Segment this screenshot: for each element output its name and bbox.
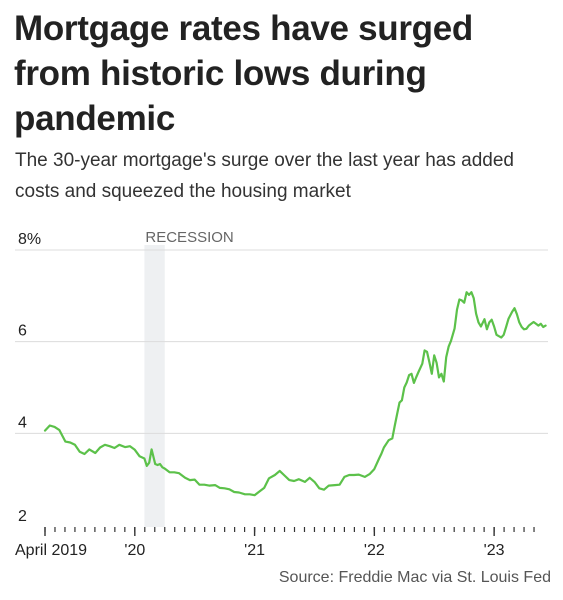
y-tick-label: 8% bbox=[18, 231, 41, 248]
x-tick-label: '20 bbox=[124, 542, 145, 559]
x-tick-label: '21 bbox=[244, 542, 265, 559]
x-tick-label: '22 bbox=[364, 542, 385, 559]
recession-band bbox=[144, 245, 165, 527]
recession-label: RECESSION bbox=[145, 229, 233, 246]
x-tick-layer bbox=[44, 527, 535, 536]
y-tick-label: 6 bbox=[18, 323, 27, 340]
y-tick-label: 2 bbox=[18, 508, 27, 525]
x-tick-label-layer: April 2019 '20 '21 '22 '23 bbox=[15, 542, 505, 559]
rate-series-line bbox=[43, 291, 547, 497]
recession-band-layer: RECESSION bbox=[144, 229, 234, 527]
y-tick-label-layer: 2 4 6 8% bbox=[18, 231, 41, 525]
source-note: Source: Freddie Mac via St. Louis Fed bbox=[278, 569, 551, 586]
gridline-layer bbox=[15, 249, 548, 434]
x-tick-label: '23 bbox=[484, 542, 505, 559]
y-tick-label: 4 bbox=[18, 414, 27, 431]
series-layer bbox=[43, 291, 547, 497]
chart-subtitle: The 30-year mortgage's surge over the la… bbox=[15, 150, 514, 202]
chart-title: Mortgage rates have surged from historic… bbox=[14, 9, 474, 138]
x-tick-label: April 2019 bbox=[15, 542, 87, 559]
